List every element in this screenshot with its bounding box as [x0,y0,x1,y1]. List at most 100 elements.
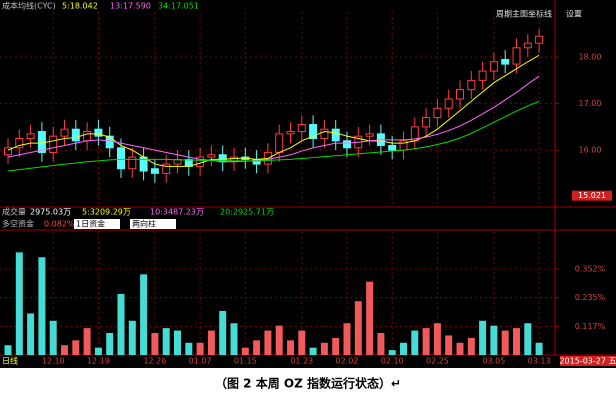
bar [388,350,396,355]
dropdown[interactable] [74,219,120,229]
bar [535,342,543,355]
candle-body [297,124,306,133]
candle-body [456,89,464,100]
bar [4,345,12,355]
bar [174,330,181,355]
volume-label: 20:2925.71万 [220,208,274,217]
ma-line [7,54,540,167]
candle-body [275,133,284,153]
bar [445,335,453,355]
bar [106,333,114,355]
bar [320,342,328,355]
y-tick-label: 17.00 [579,99,602,108]
bar [83,328,91,355]
bar [513,328,520,355]
y-tick-label: 0.235% [575,293,606,302]
bar [332,337,340,355]
bar [422,328,430,355]
candle-body [49,135,58,153]
bar [128,320,136,355]
toolbar-item[interactable]: 设置 [566,9,582,19]
bar [151,333,159,355]
x-tick-label: 12.26 [143,357,166,366]
dropdown-label[interactable]: 1日资金 [76,219,105,229]
x-tick-label: 02.25 [426,357,449,366]
bar [479,320,487,355]
candle-body [444,98,453,109]
toolbar-item[interactable]: 坐标线 [528,9,552,19]
candle-body [26,133,35,139]
candle-body [320,128,329,139]
dropdown[interactable] [130,219,176,229]
bar [275,325,283,355]
bar [49,320,57,355]
bar [230,323,238,355]
x-tick-label: 02.10 [381,357,404,366]
candle-body [60,128,69,137]
date-box-label: 2015-03-27 五 [559,357,616,366]
ma-line [7,100,540,172]
x-tick-label: 03.05 [482,357,505,366]
candle-body [83,131,92,142]
bar [298,330,306,355]
candle-body [422,117,431,128]
price-label: 15.021 [578,191,606,200]
bar [253,340,261,355]
bar [61,345,68,355]
candle-body [4,147,12,156]
volume-label: 成交量 [2,207,26,217]
candle-body [128,156,137,170]
bar [241,347,249,355]
candle-body [309,124,318,139]
candle-body [150,168,159,174]
y-tick-label: 18.00 [579,53,602,62]
toolbar-item[interactable]: 主图 [512,9,528,19]
x-tick-label: 12.10 [42,357,65,366]
candle-body [15,137,24,149]
candle-body [207,154,216,158]
volume-label: 2975.03万 [30,208,71,217]
bar [400,342,407,355]
bar [287,340,294,355]
price-box [572,190,612,201]
candle-body [117,147,125,170]
candle-body [94,128,103,137]
bar [27,313,35,355]
bar [490,325,498,355]
candle-body [501,58,510,65]
bar [94,347,102,355]
background [0,0,616,368]
dropdown-label[interactable]: 两向柱 [132,219,156,229]
bar [343,323,351,355]
bar [456,342,464,355]
bar [467,337,475,355]
bar [501,330,509,355]
chart-title: 成本均线(CYC) [2,1,56,11]
bar [207,330,215,355]
bar [15,252,23,355]
panel-title: 多空资金 [2,219,34,229]
date-box [560,356,616,366]
bar [185,342,193,355]
bar [219,311,227,355]
legend-entry: 34:17.051 [158,2,199,11]
bar [433,323,441,355]
x-axis-label: 日线 [2,356,18,366]
legend-entry: 5:18.042 [62,2,98,11]
x-tick-label: 01.15 [234,357,257,366]
bar [140,274,148,355]
bar [524,323,532,355]
bar [38,257,46,355]
candle-body [71,128,80,142]
candle-body [512,47,521,65]
bar [354,301,362,355]
candle-body [489,61,498,72]
bar [72,340,80,355]
toolbar-item[interactable]: 周期 [496,10,512,19]
x-tick-label: 01.07 [189,357,212,366]
volume-label: 10:3487.23万 [150,208,204,217]
bar [117,293,125,355]
candle-body [433,107,442,119]
bar [309,347,317,355]
